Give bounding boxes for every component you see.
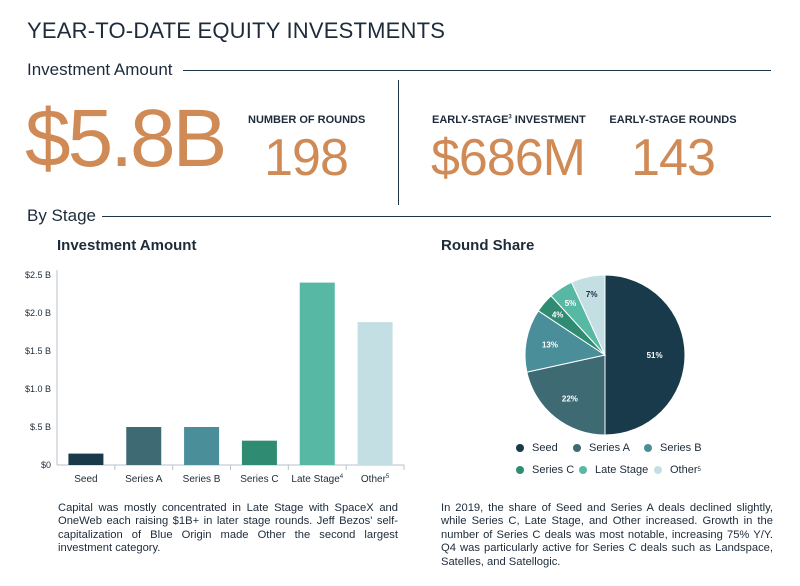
rounds-value: 198: [264, 129, 349, 187]
pie-slice-series-a: [526, 354, 606, 436]
pie-chart-title: Round Share: [441, 237, 535, 254]
legend-item-series-c: Series C: [516, 464, 574, 476]
rounds-label: NUMBER OF ROUNDS: [248, 114, 366, 126]
pie-slice-seed: [604, 274, 686, 436]
early-investment-label: EARLY-STAGE3 INVESTMENT: [432, 114, 586, 126]
pie-chart: 51% 22% 13% 4%5% 7%: [524, 274, 686, 436]
legend-swatch: [516, 466, 524, 474]
total-amount-value: $5.8B: [25, 93, 227, 184]
legend-item-other: Other 5: [654, 464, 701, 476]
bar-series-b: [184, 427, 220, 465]
pie-slice-other: [570, 274, 606, 356]
pie-chart-caption: In 2019, the share of Seed and Series A …: [441, 502, 773, 568]
section-rule: [183, 70, 771, 71]
legend-swatch: [654, 466, 662, 474]
y-tick-label: $2.0 B: [25, 308, 51, 318]
pie-slice-series-b: [524, 310, 607, 373]
page-title: YEAR-TO-DATE EQUITY INVESTMENTS: [27, 18, 446, 43]
pie-slice-label: 22%: [562, 395, 578, 404]
bar-chart-caption: Capital was mostly concentrated in Late …: [58, 502, 398, 555]
x-tick-label: Series B: [183, 474, 221, 485]
bar-chart: $0 $.5 B $1.0 B $1.5 B $2.0 B $2.5 B Seed Serie…: [25, 270, 405, 485]
y-tick-label: $1.5 B: [25, 346, 51, 356]
stats-divider: [398, 80, 399, 205]
section-rule: [102, 216, 771, 217]
legend-item-seed: Seed: [516, 442, 558, 454]
x-tick-label: Series A: [125, 474, 163, 485]
legend-swatch: [573, 444, 581, 452]
x-tick-label: Seed: [74, 474, 97, 485]
pie-slice-label: 51%: [647, 351, 663, 360]
pie-slice-label: 13%: [542, 341, 558, 350]
x-tick-label: Other5: [361, 474, 390, 485]
section-label-by-stage: By Stage: [27, 206, 96, 225]
x-tick-label: Series C: [240, 474, 278, 485]
bar-other: [357, 322, 393, 465]
y-tick-label: $.5 B: [30, 422, 51, 432]
pie-slice-label: 7%: [586, 290, 598, 299]
y-tick-label: $2.5 B: [25, 270, 51, 280]
early-rounds-label: EARLY-STAGE ROUNDS: [609, 114, 737, 126]
y-tick-label: $1.0 B: [25, 384, 51, 394]
x-tick-label: Late Stage4: [291, 474, 343, 485]
bar-seed: [68, 453, 104, 465]
legend-swatch: [644, 444, 652, 452]
legend-item-series-b: Series B: [644, 442, 702, 454]
bar-series-c: [241, 440, 277, 465]
legend-item-series-a: Series A: [573, 442, 630, 454]
early-rounds-value: 143: [631, 129, 716, 187]
bar-chart-title: Investment Amount: [57, 237, 197, 254]
pie-slice-label: 4%: [552, 310, 564, 319]
legend-swatch: [579, 466, 587, 474]
legend-swatch: [516, 444, 524, 452]
legend-item-late-stage: Late Stage: [579, 464, 648, 476]
bar-late-stage: [299, 282, 335, 465]
y-tick-label: $0: [41, 460, 51, 470]
section-label-investment-amount: Investment Amount: [27, 60, 173, 79]
early-investment-value: $686M: [431, 129, 586, 187]
pie-legend: Seed Series A Series B Series C Late Sta…: [516, 442, 736, 482]
bar-series-a: [126, 427, 162, 465]
pie-slice-label: 5%: [565, 299, 577, 308]
